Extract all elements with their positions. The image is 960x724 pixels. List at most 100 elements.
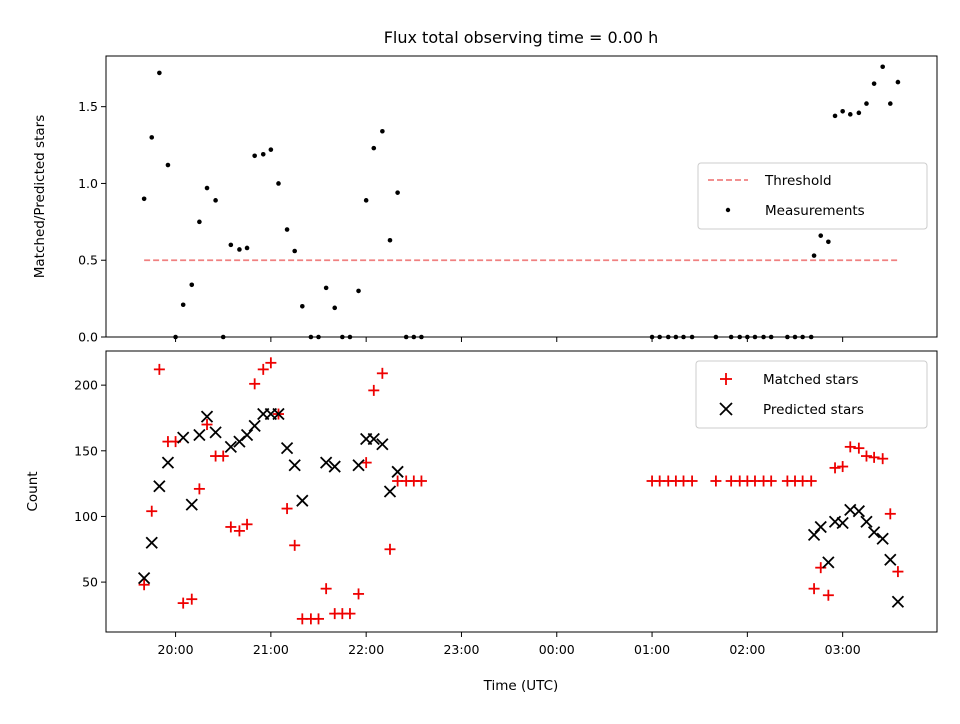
measurement-point xyxy=(395,190,400,195)
matched-star-point xyxy=(384,543,396,555)
measurement-point xyxy=(818,233,824,238)
matched-star-point xyxy=(146,505,158,517)
matched-star-point xyxy=(884,508,896,520)
bottom-y-tick-label: 50 xyxy=(82,575,98,590)
predicted-star-point xyxy=(224,440,237,453)
top-y-tick-label: 1.0 xyxy=(78,176,98,191)
predicted-star-point xyxy=(328,460,341,473)
measurement-point xyxy=(141,196,147,202)
measurement-point xyxy=(811,253,817,258)
matched-star-point xyxy=(415,475,427,487)
matched-star-point xyxy=(281,503,293,515)
predicted-star-point xyxy=(161,456,175,469)
bottom-y-tick-label: 100 xyxy=(74,509,98,524)
measurement-point xyxy=(204,185,210,191)
matched-star-point xyxy=(844,441,856,453)
matched-star-point xyxy=(265,357,277,369)
matched-star-point xyxy=(313,613,325,625)
bottom-x-tick-label: 02:00 xyxy=(729,642,765,657)
matched-star-point xyxy=(344,608,356,620)
bottom-plot-area xyxy=(137,357,905,625)
predicted-star-point xyxy=(867,526,881,539)
measurement-point xyxy=(276,181,281,186)
bottom-x-axis-label: Time (UTC) xyxy=(483,678,559,694)
measurement-point xyxy=(157,70,162,76)
matched-star-point xyxy=(249,378,261,390)
measurement-point xyxy=(856,110,862,116)
measurement-point xyxy=(864,101,869,106)
matched-star-point xyxy=(877,453,889,465)
predicted-star-point xyxy=(296,494,309,507)
matched-star-point xyxy=(860,450,872,462)
measurements-legend-label: Measurements xyxy=(765,203,865,219)
predicted-star-point xyxy=(209,426,222,439)
bottom-chart-panel: 50 100 150 200 20:00 21:00 22:00 23:00 00:00 01:… xyxy=(25,350,938,694)
measurement-point xyxy=(356,288,361,294)
predicted-star-point xyxy=(822,556,835,569)
matched-star-point xyxy=(186,593,198,605)
predicted-star-point xyxy=(153,480,166,493)
matched-legend-swatch xyxy=(720,373,732,385)
predicted-star-point xyxy=(137,572,151,585)
predicted-star-point xyxy=(248,419,261,432)
measurement-point xyxy=(332,305,338,311)
predicted-star-point xyxy=(240,428,254,442)
predicted-star-point xyxy=(852,505,865,518)
predicted-star-point xyxy=(891,595,905,608)
top-chart-title: Flux total observing time = 0.00 h xyxy=(384,28,659,47)
measurement-point xyxy=(826,239,831,245)
measurement-point xyxy=(840,108,845,114)
bottom-x-tick-label: 21:00 xyxy=(253,642,289,657)
measurement-point xyxy=(189,282,195,288)
matched-star-point xyxy=(257,363,269,375)
matched-star-point xyxy=(686,475,698,487)
predicted-star-point xyxy=(884,553,897,566)
predicted-star-point xyxy=(860,515,873,528)
measurement-point xyxy=(244,245,250,251)
bottom-x-axis: 20:00 21:00 22:00 23:00 00:00 01:00 02:00 03:00 xyxy=(158,632,861,657)
top-x-axis xyxy=(175,337,844,342)
measurement-point xyxy=(252,153,257,159)
matched-star-point xyxy=(829,462,841,474)
measurement-point xyxy=(292,248,297,254)
matched-legend-label: Matched stars xyxy=(763,372,859,388)
measurement-point xyxy=(871,81,877,86)
bottom-legend-box xyxy=(695,360,928,429)
matched-star-point xyxy=(710,475,722,487)
bottom-x-tick-label: 23:00 xyxy=(443,642,479,657)
matched-star-point xyxy=(853,442,865,454)
measurement-point xyxy=(268,147,274,152)
predicted-star-point xyxy=(193,428,206,442)
measurement-point xyxy=(180,302,186,308)
predicted-star-point xyxy=(145,536,158,549)
measurement-point xyxy=(371,145,377,151)
predicted-legend-swatch xyxy=(719,402,733,416)
bottom-y-axis: 50 100 150 200 xyxy=(74,378,106,590)
measurement-point xyxy=(213,198,218,203)
bottom-y-tick-label: 150 xyxy=(74,443,98,458)
predicted-star-point xyxy=(836,516,849,530)
measurement-point xyxy=(895,79,901,85)
measurements-legend-swatch xyxy=(725,207,731,213)
bottom-x-tick-label: 22:00 xyxy=(348,642,384,657)
matched-star-point xyxy=(368,384,380,396)
matched-star-point xyxy=(138,579,150,591)
predicted-star-point xyxy=(177,431,190,444)
predicted-star-point xyxy=(391,465,404,478)
measurement-point xyxy=(323,285,329,291)
predicted-star-point xyxy=(814,520,827,534)
matched-star-point xyxy=(868,451,880,463)
measurement-point xyxy=(387,237,393,243)
measurement-point xyxy=(832,113,838,119)
measurement-point xyxy=(284,227,290,232)
matched-star-point xyxy=(808,583,820,595)
top-chart-panel: 0.0 0.5 1.0 1.5 Matched/Predicted stars Thr… xyxy=(32,55,938,345)
predicted-star-point xyxy=(280,442,294,455)
top-y-axis-label: Matched/Predicted stars xyxy=(32,115,48,278)
predicted-star-point xyxy=(876,532,889,545)
measurement-point xyxy=(847,112,853,117)
threshold-legend-label: Threshold xyxy=(764,173,832,189)
measurement-point xyxy=(197,219,202,225)
matched-star-point xyxy=(201,419,213,431)
bottom-x-tick-label: 01:00 xyxy=(634,642,670,657)
